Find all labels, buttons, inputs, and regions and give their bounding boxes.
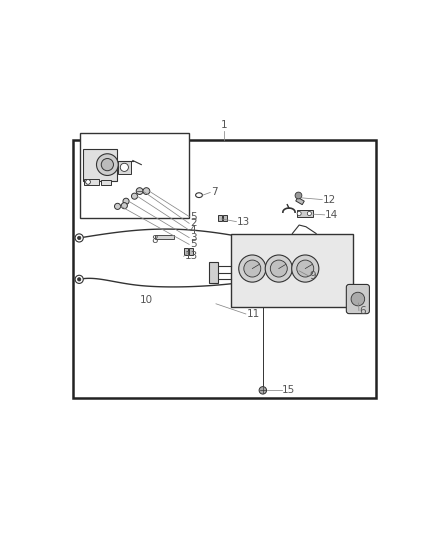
Circle shape [86,180,90,184]
Text: 15: 15 [282,385,296,395]
Circle shape [265,255,293,282]
Bar [297,211,313,216]
Bar [74,140,375,398]
Text: 10: 10 [140,295,153,305]
Bar [296,197,304,205]
Circle shape [121,203,127,209]
Text: 4: 4 [190,225,197,235]
Text: 1: 1 [221,120,228,130]
Circle shape [78,236,81,240]
Circle shape [136,188,143,195]
Text: 5: 5 [190,212,197,222]
Circle shape [101,158,113,171]
Circle shape [123,198,129,204]
Circle shape [297,212,301,215]
Bar [218,214,222,221]
Bar [231,233,353,306]
Bar [117,160,131,174]
Text: 9: 9 [309,271,316,281]
Bar [155,235,173,239]
Circle shape [75,275,83,284]
Circle shape [78,278,81,281]
Circle shape [259,386,267,394]
Text: 3: 3 [190,232,197,243]
Text: 8: 8 [152,235,158,245]
Bar [184,248,188,255]
Circle shape [75,234,83,242]
Text: 6: 6 [360,305,366,316]
Circle shape [292,255,319,282]
Circle shape [297,260,314,277]
Circle shape [143,188,150,195]
Bar [84,179,99,185]
Bar [189,248,193,255]
Bar [209,262,218,282]
FancyBboxPatch shape [346,285,369,313]
Text: 13: 13 [184,251,198,261]
Circle shape [131,193,138,199]
Text: 12: 12 [323,195,336,205]
Text: 11: 11 [247,309,260,319]
Circle shape [244,260,261,277]
Bar [80,133,189,218]
Ellipse shape [196,193,202,198]
Bar [101,180,111,185]
Circle shape [351,292,365,306]
Bar [223,214,227,221]
Circle shape [120,163,128,172]
Circle shape [295,192,302,199]
Bar [83,149,117,181]
Text: 2: 2 [190,219,197,228]
Circle shape [96,154,118,175]
Circle shape [114,203,120,209]
Text: 5: 5 [190,239,197,249]
Text: 13: 13 [237,216,250,227]
Text: 7: 7 [211,188,218,197]
Circle shape [270,260,287,277]
Circle shape [307,212,311,215]
Circle shape [239,255,266,282]
Text: 14: 14 [325,210,339,220]
